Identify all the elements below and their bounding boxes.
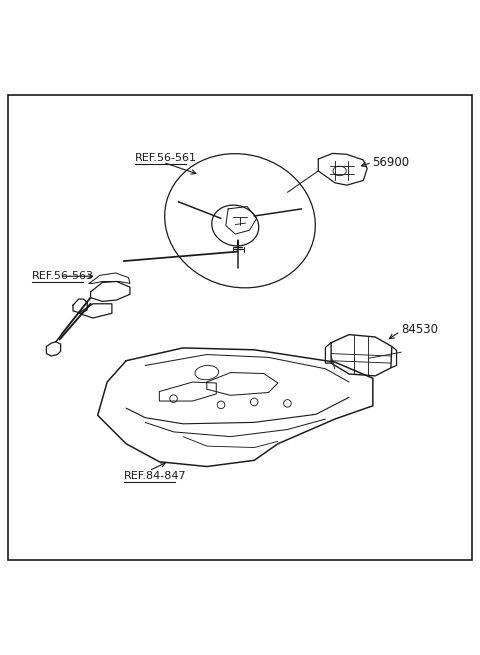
Text: REF.56-563: REF.56-563 [32, 271, 94, 281]
Text: REF.56-561: REF.56-561 [135, 153, 197, 162]
Text: 56900: 56900 [372, 156, 409, 169]
Text: 84530: 84530 [401, 324, 438, 337]
Text: REF.84-847: REF.84-847 [124, 470, 186, 481]
